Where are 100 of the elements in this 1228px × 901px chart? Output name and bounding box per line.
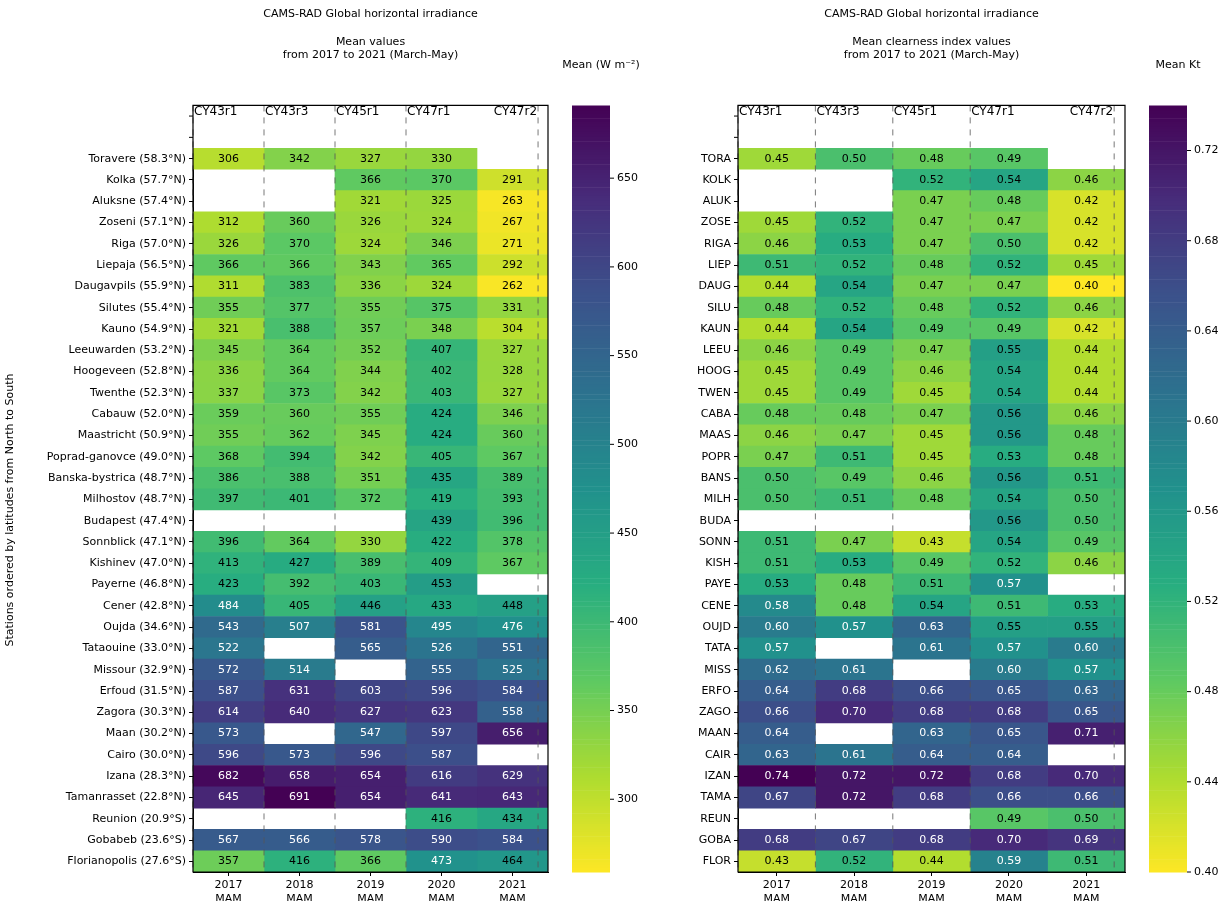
color-bar-label: 650: [617, 171, 638, 185]
data-label: 0.51: [841, 492, 867, 506]
data-label: 543: [218, 619, 239, 633]
data-label: 0.47: [919, 194, 944, 208]
data-label: 0.70: [1074, 769, 1099, 783]
y-tick-label: Tamanrasset (22.8°N): [64, 790, 186, 804]
data-label: 327: [360, 151, 381, 165]
data-label: 0.72: [919, 769, 944, 783]
data-label: 643: [502, 790, 523, 804]
y-tick-label: Maan (30.2°N): [105, 726, 186, 740]
y-tick-label: CABA: [700, 407, 732, 421]
y-tick-label: Riga (57.0°N): [111, 236, 186, 250]
data-label: 416: [431, 811, 452, 825]
data-label: 402: [431, 364, 452, 378]
data-label: 584: [502, 832, 523, 846]
data-label: 0.45: [1074, 257, 1099, 271]
data-label: 327: [502, 385, 523, 399]
data-label: 0.50: [764, 470, 789, 484]
chart-subtitle: Mean clearness index values from 2017 to 2021 (March-May): [843, 34, 1020, 61]
y-tick-label: FLOR: [702, 854, 732, 868]
y-tick-label: SILU: [707, 300, 731, 314]
data-label: 0.52: [841, 215, 867, 229]
data-label: 348: [431, 321, 452, 335]
data-label: 522: [218, 641, 239, 655]
data-label: 587: [218, 683, 239, 697]
data-label: 352: [360, 343, 381, 357]
y-tick-label: Sonnblick (47.1°N): [82, 534, 186, 548]
data-label: 566: [289, 832, 310, 846]
data-label: 0.52: [841, 257, 867, 271]
y-tick-label: KAUN: [700, 321, 731, 335]
data-label: 0.65: [996, 726, 1022, 740]
data-label: 373: [289, 385, 310, 399]
data-label: 360: [502, 428, 523, 442]
y-tick-label: MILH: [703, 492, 731, 506]
ref-line-label: CY43r3: [816, 104, 860, 119]
data-label: 0.44: [764, 321, 789, 335]
data-label: 396: [218, 534, 239, 548]
data-label: 396: [502, 513, 523, 527]
chart-subtitle: Mean values from 2017 to 2021 (March-May): [282, 34, 459, 61]
data-label: 375: [431, 300, 452, 314]
y-tick-label: Liepaja (56.5°N): [96, 257, 186, 271]
data-label: 0.63: [919, 619, 944, 633]
data-label: 682: [218, 769, 239, 783]
data-label: 370: [289, 236, 310, 250]
data-label: 0.64: [919, 747, 944, 761]
data-label: 377: [289, 300, 310, 314]
y-tick-label: PAYE: [704, 577, 732, 591]
y-tick-label: POPR: [701, 449, 732, 463]
color-bar-label: 0.64: [1194, 323, 1219, 337]
y-tick-label: BUDA: [699, 513, 732, 527]
data-label: 0.54: [996, 385, 1022, 399]
data-label: 370: [431, 172, 452, 186]
data-label: 645: [218, 790, 239, 804]
data-label: 324: [431, 215, 452, 229]
data-label: 0.63: [919, 726, 944, 740]
data-label: 392: [289, 577, 310, 591]
ref-line-label: CY43r3: [265, 104, 309, 119]
data-label: 416: [289, 854, 310, 868]
data-label: 331: [502, 300, 523, 314]
data-label: 0.50: [1074, 513, 1099, 527]
data-label: 0.47: [764, 449, 789, 463]
data-label: 401: [289, 492, 310, 506]
ref-line-label: CY47r1: [407, 104, 451, 119]
data-label: 364: [289, 343, 310, 357]
y-tick-label: Daugavpils (55.9°N): [74, 279, 186, 293]
data-label: 345: [360, 428, 381, 442]
data-label: 0.74: [764, 769, 789, 783]
y-tick-label: Hoogeveen (52.8°N): [73, 364, 186, 378]
data-label: 360: [289, 215, 310, 229]
data-label: 364: [289, 534, 310, 548]
data-label: 342: [360, 449, 381, 463]
data-label: 0.67: [841, 832, 867, 846]
data-label: 584: [502, 683, 523, 697]
ref-line-label: CY43r1: [739, 104, 783, 119]
data-label: 0.67: [764, 790, 789, 804]
y-tick-label: TAMA: [699, 790, 732, 804]
y-tick-label: Cener (42.8°N): [102, 598, 186, 612]
data-label: 0.60: [1074, 641, 1099, 655]
data-label: 0.50: [1074, 811, 1099, 825]
y-tick-label: KOLK: [702, 172, 732, 186]
data-label: 573: [218, 726, 239, 740]
y-tick-label: Florianopolis (27.6°S): [67, 854, 186, 868]
y-tick-label: Zagora (30.3°N): [96, 705, 186, 719]
data-label: 312: [218, 215, 239, 229]
data-label: 364: [289, 364, 310, 378]
data-label: 0.46: [764, 236, 789, 250]
data-label: 555: [431, 662, 452, 676]
data-label: 0.60: [764, 619, 789, 633]
x-tick-label: 2020 MAM: [427, 878, 456, 901]
data-label: 327: [502, 343, 523, 357]
data-label: 351: [360, 470, 381, 484]
data-label: 439: [431, 513, 452, 527]
data-label: 0.70: [841, 705, 867, 719]
data-label: 616: [431, 769, 452, 783]
data-label: 0.49: [996, 811, 1022, 825]
data-label: 590: [431, 832, 452, 846]
data-label: 0.68: [919, 790, 944, 804]
data-label: 0.54: [919, 598, 944, 612]
color-bar-label: 600: [617, 259, 638, 273]
data-label: 0.45: [919, 428, 944, 442]
